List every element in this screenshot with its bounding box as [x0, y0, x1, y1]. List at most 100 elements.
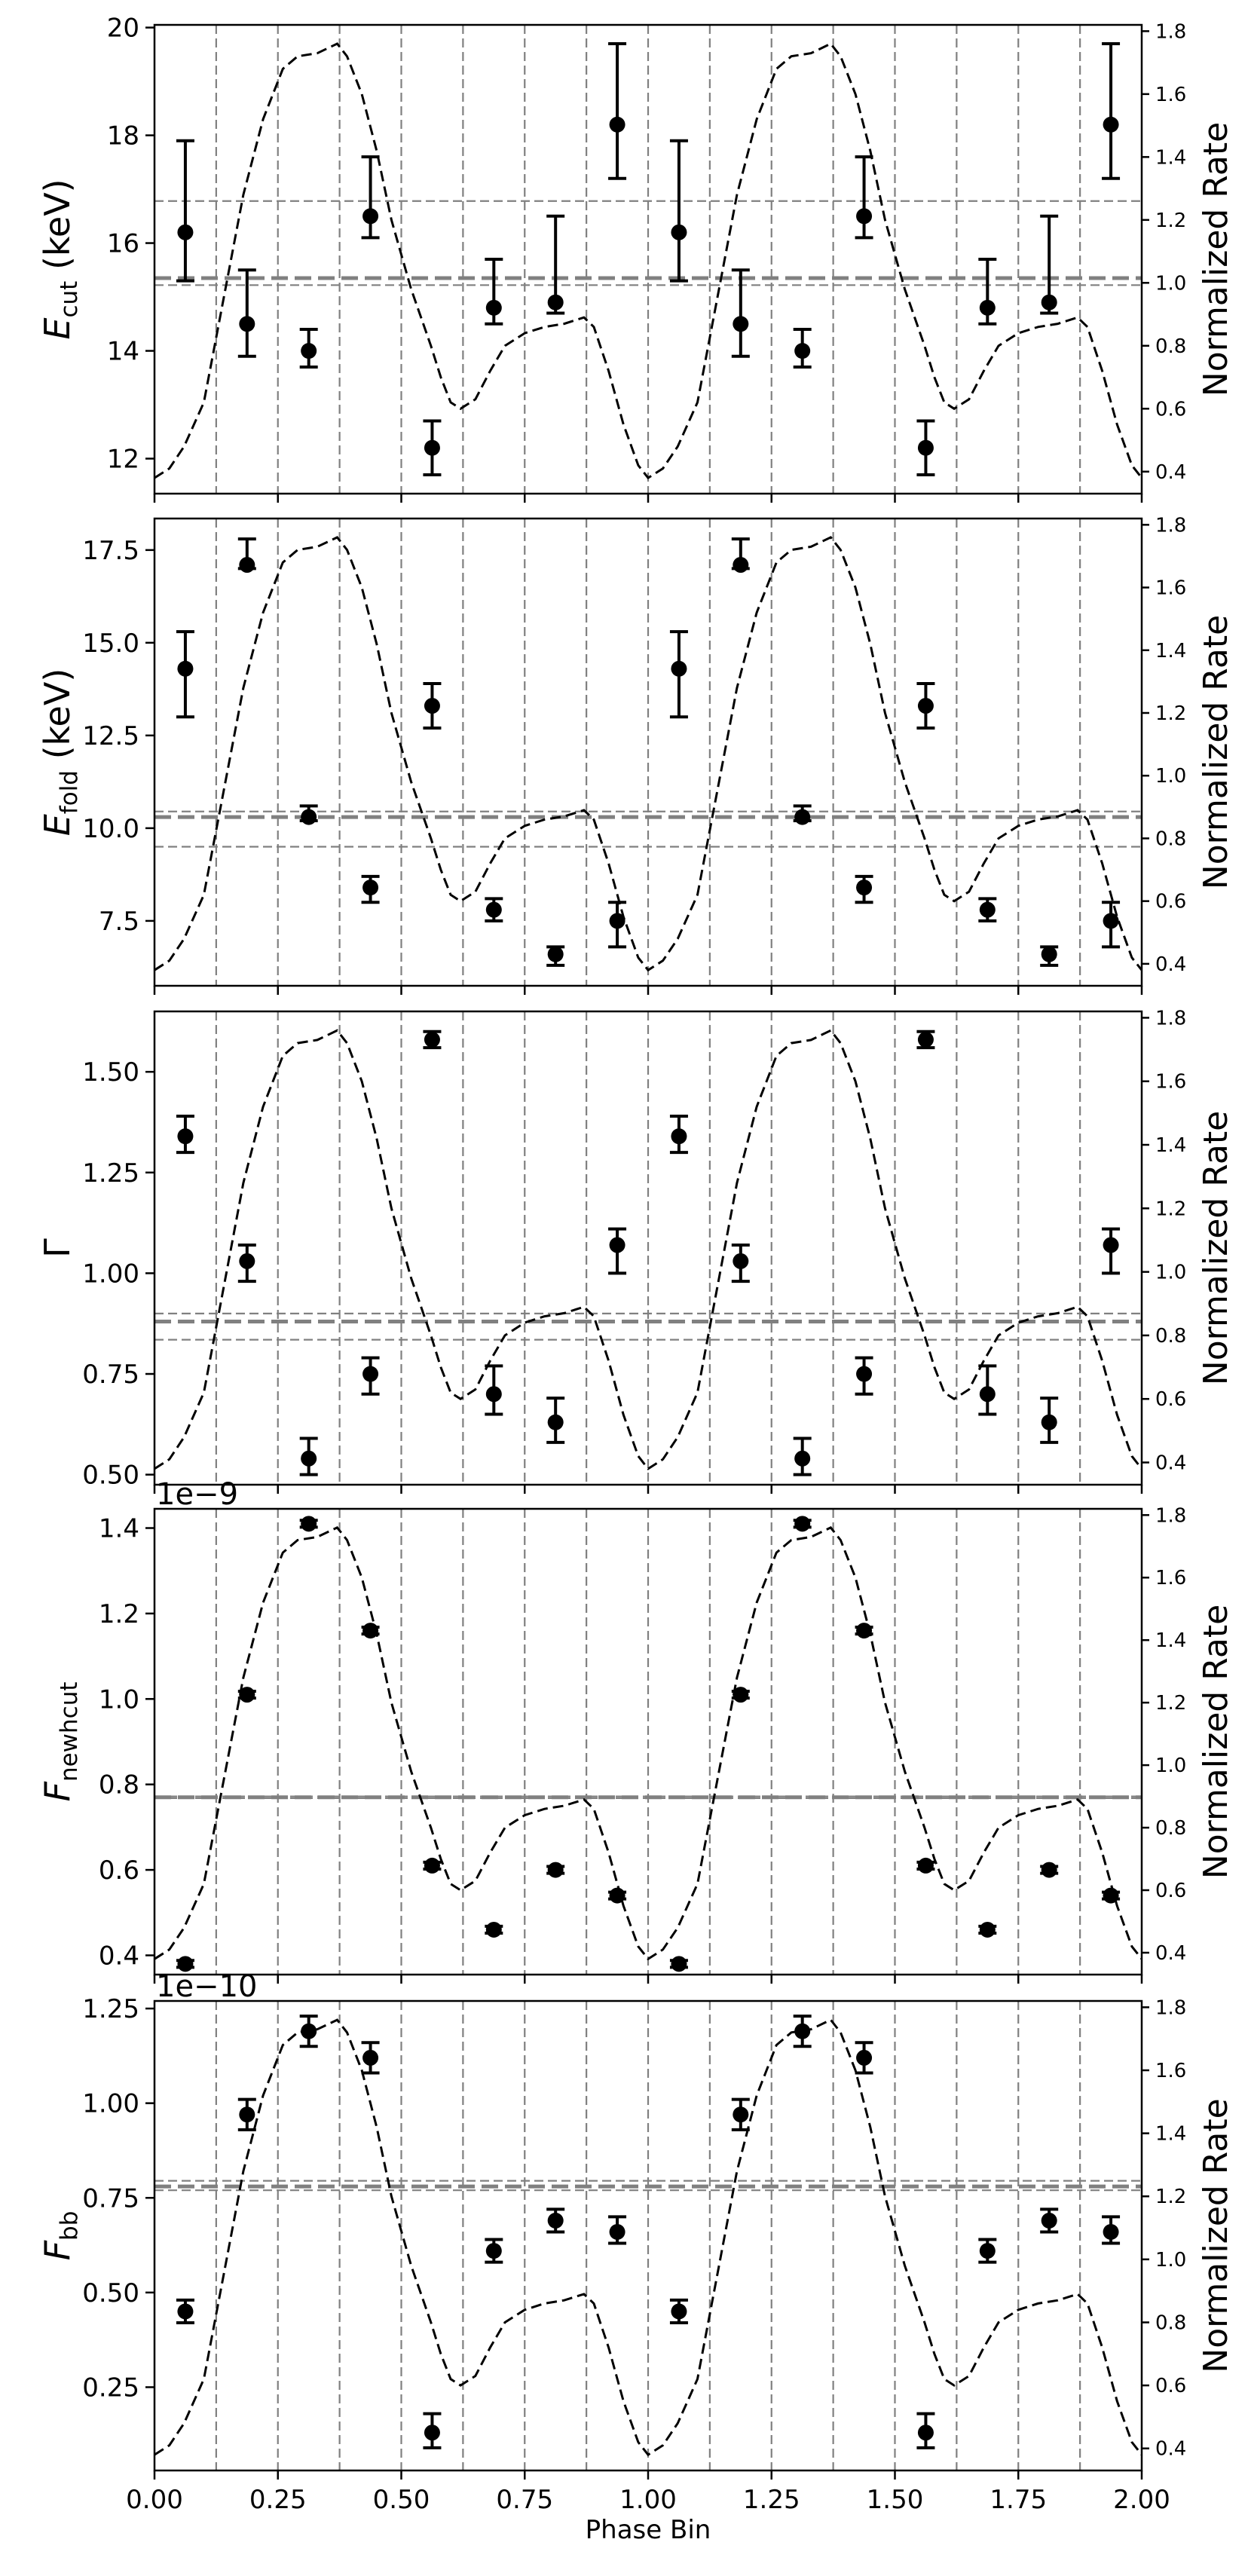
x-axis-label: Phase Bin: [586, 2515, 711, 2545]
data-marker: [794, 809, 811, 825]
data-marker: [917, 1857, 934, 1874]
data-point: [855, 2041, 873, 2075]
data-point: [731, 2097, 750, 2131]
right-tick-label: 1.4: [1155, 640, 1186, 662]
right-axis-label: Normalized Rate: [1197, 122, 1235, 396]
data-marker: [856, 1366, 873, 1382]
right-tick-label: 1.2: [1155, 1692, 1186, 1715]
data-marker: [362, 1623, 379, 1639]
data-point: [361, 1356, 380, 1396]
right-tick-label: 0.4: [1155, 1942, 1186, 1965]
data-point: [237, 537, 256, 574]
offset-text: 1e−10: [156, 1969, 257, 2004]
data-marker: [485, 1921, 502, 1938]
data-marker: [794, 343, 811, 359]
data-point: [176, 1956, 194, 1972]
data-marker: [239, 1687, 255, 1703]
data-point: [793, 1516, 812, 1532]
data-marker: [733, 1253, 749, 1269]
data-point: [731, 1687, 750, 1703]
panel-fbb: 0.25 0.50 0.75 1.00 1.25 0.4 0.6 0.8 1.0 1.2 1.4 1.…: [37, 1969, 1235, 2480]
x-tick-label: 1.00: [619, 2485, 677, 2515]
left-tick-label: 1.4: [99, 1514, 139, 1544]
data-point: [546, 214, 565, 315]
left-tick-label: 1.0: [99, 1684, 139, 1715]
right-tick-label: 1.0: [1155, 1755, 1186, 1777]
right-tick-label: 1.6: [1155, 84, 1186, 106]
data-point: [546, 1397, 565, 1444]
data-marker: [979, 1921, 996, 1938]
right-tick-label: 1.8: [1155, 20, 1186, 43]
data-point: [299, 327, 318, 369]
right-tick-label: 1.8: [1155, 514, 1186, 537]
data-marker: [979, 2243, 996, 2259]
data-point: [423, 2412, 442, 2449]
right-tick-label: 0.8: [1155, 2311, 1186, 2334]
data-marker: [362, 208, 379, 225]
data-point: [176, 2298, 194, 2325]
data-marker: [239, 2106, 255, 2123]
data-point: [916, 1029, 935, 1050]
data-marker: [609, 2223, 626, 2240]
data-marker: [733, 316, 749, 332]
left-tick-label: 0.4: [99, 1941, 139, 1971]
data-point: [1102, 2215, 1121, 2245]
left-axis-label: Efold (keV): [37, 668, 83, 837]
left-tick-label: 16: [107, 229, 139, 259]
data-marker: [856, 208, 873, 225]
data-marker: [485, 901, 502, 918]
data-point: [423, 1029, 442, 1050]
x-tick-label: 0.25: [249, 2485, 307, 2515]
data-point: [916, 419, 935, 476]
data-point: [237, 268, 256, 358]
data-marker: [177, 1956, 194, 1972]
right-tick-label: 1.6: [1155, 1567, 1186, 1589]
data-marker: [671, 660, 687, 677]
right-tick-label: 1.8: [1155, 1504, 1186, 1527]
x-tick-label: 2.00: [1113, 2485, 1170, 2515]
right-axis-label: Normalized Rate: [1197, 1605, 1235, 1879]
data-marker: [301, 2023, 317, 2039]
data-point: [608, 1227, 627, 1275]
left-axis-label: Γ: [37, 1238, 78, 1258]
left-axis-label: Fbb: [37, 2211, 83, 2261]
data-marker: [424, 439, 440, 456]
left-axis-label: Fnewhcut: [37, 1681, 83, 1801]
left-tick-label: 0.75: [82, 2183, 139, 2213]
right-tick-label: 1.8: [1155, 1996, 1186, 2019]
data-marker: [856, 2049, 873, 2066]
data-point: [978, 1921, 997, 1938]
left-tick-label: 0.50: [82, 2278, 139, 2308]
data-marker: [671, 1956, 687, 1972]
right-axis-label: Normalized Rate: [1197, 1111, 1235, 1385]
data-marker: [917, 697, 934, 714]
left-tick-label: 0.50: [82, 1461, 139, 1491]
data-point: [978, 258, 997, 326]
right-tick-label: 0.6: [1155, 2375, 1186, 2397]
data-marker: [1103, 1887, 1119, 1904]
right-tick-label: 0.4: [1155, 461, 1186, 484]
data-marker: [1103, 2223, 1119, 2240]
data-marker: [362, 2049, 379, 2066]
left-axis-label: Ecut (keV): [37, 179, 83, 339]
pulse-profile-curve: [154, 1526, 1143, 1961]
data-marker: [362, 880, 379, 896]
data-point: [793, 1436, 812, 1476]
data-point: [237, 1243, 256, 1283]
data-point: [423, 1857, 442, 1874]
data-point: [731, 268, 750, 358]
data-point: [361, 1623, 380, 1639]
right-tick-label: 1.4: [1155, 1629, 1186, 1652]
data-point: [423, 419, 442, 476]
data-marker: [609, 1237, 626, 1253]
data-point: [1040, 2207, 1059, 2234]
right-tick-label: 1.4: [1155, 1134, 1186, 1157]
data-point: [669, 2298, 688, 2325]
right-axis-label: Normalized Rate: [1197, 615, 1235, 889]
data-point: [1040, 945, 1059, 967]
data-marker: [301, 1516, 317, 1532]
data-point: [1102, 1887, 1121, 1904]
data-marker: [671, 224, 687, 240]
data-marker: [239, 316, 255, 332]
